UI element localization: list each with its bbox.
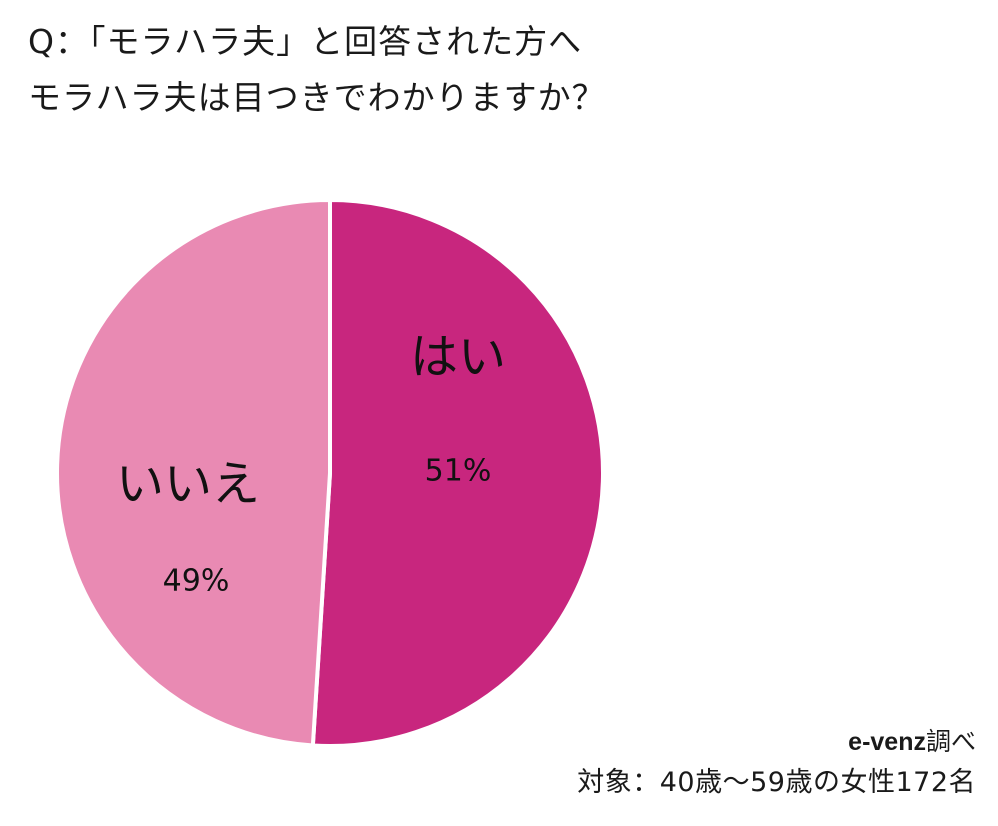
- pie-slice-no: [55, 198, 332, 748]
- credit-block: e-venz調べ 対象：40歳〜59歳の女性172名: [577, 722, 976, 804]
- slice-value-no: 49%: [163, 564, 230, 599]
- source-brand: e-venz: [848, 728, 926, 756]
- source-credit: e-venz調べ: [577, 722, 976, 762]
- slice-label-no: いいえ: [116, 456, 260, 512]
- question-line-1: Q：「モラハラ夫」と回答された方へ: [28, 22, 583, 61]
- slice-value-yes: 51%: [425, 454, 492, 489]
- slice-label-yes: はい: [410, 329, 506, 385]
- source-suffix: 調べ: [925, 727, 976, 756]
- survey-target: 対象：40歳〜59歳の女性172名: [577, 767, 976, 798]
- pie-slice-yes: [310, 198, 605, 748]
- question-block: Q：「モラハラ夫」と回答された方へ モラハラ夫は目つきでわかりますか？: [28, 14, 968, 126]
- question-line-2: モラハラ夫は目つきでわかりますか？: [28, 78, 606, 117]
